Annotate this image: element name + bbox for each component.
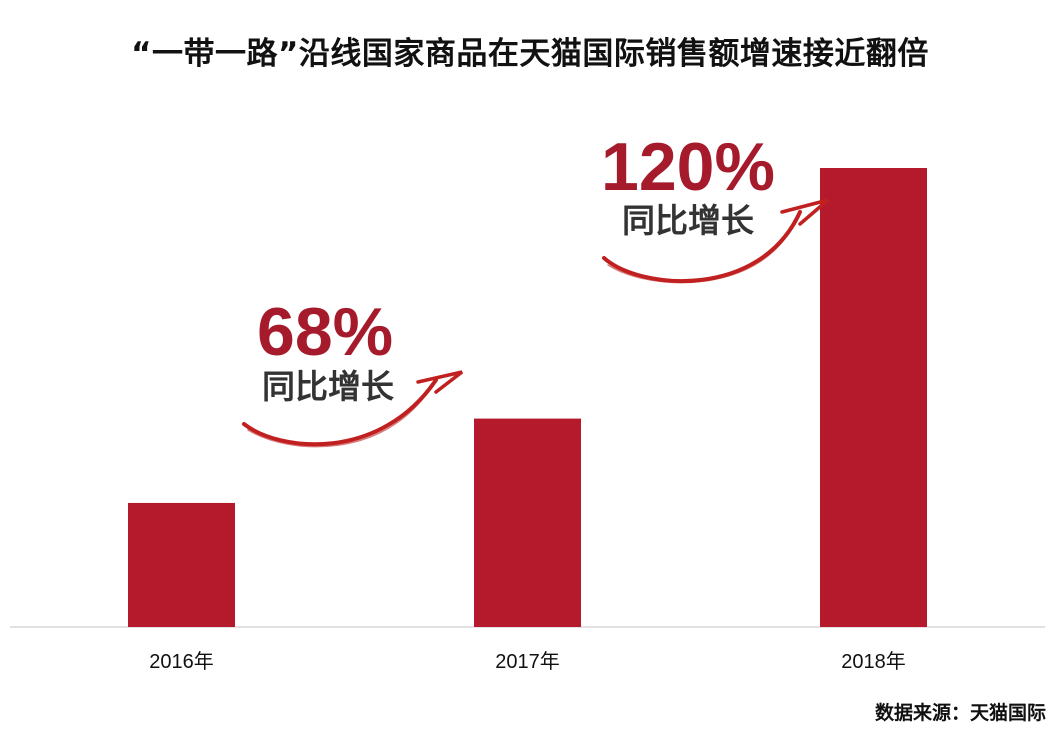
bar-2017年 (474, 418, 581, 627)
growth-label-2017: 同比增长 (262, 367, 394, 406)
x-tick-label: 2017年 (495, 650, 560, 673)
x-tick-label: 2018年 (841, 650, 906, 673)
chart-title: “一带一路”沿线国家商品在天猫国际销售额增速接近翻倍 (131, 36, 929, 72)
x-tick-label: 2016年 (149, 650, 214, 673)
growth-value-2018: 120% (601, 129, 775, 205)
growth-value-2017: 68% (257, 294, 393, 370)
data-source: 数据来源：天猫国际 (874, 702, 1046, 724)
bar-2018年 (820, 168, 927, 627)
curved-arrow-icon (602, 198, 830, 284)
growth-label-2018: 同比增长 (622, 201, 754, 240)
curved-arrow-icon (242, 370, 464, 448)
bar-2016年 (128, 502, 235, 627)
